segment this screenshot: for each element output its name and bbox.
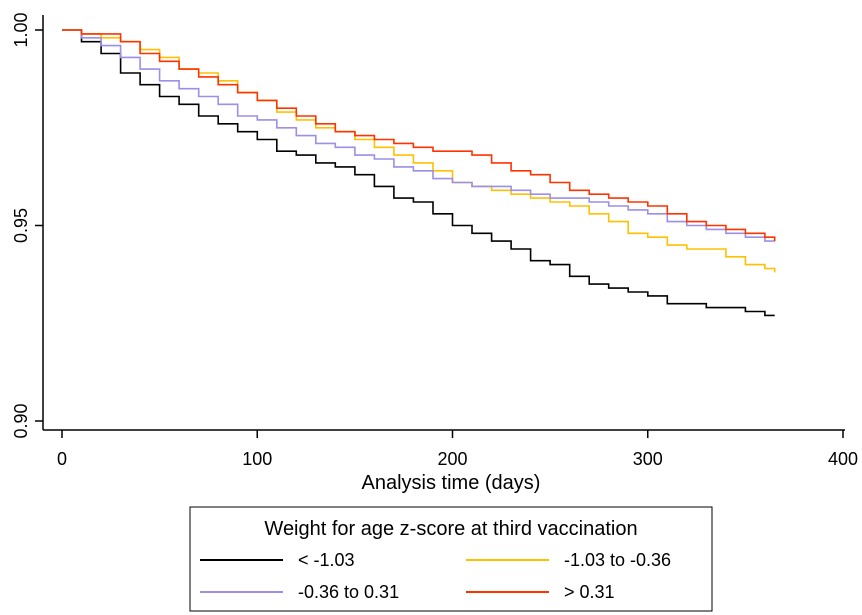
x-tick-label: 100	[242, 449, 272, 469]
legend-entries: < -1.03 -1.03 to -0.36 -0.36 to 0.31 > 0.31	[200, 550, 671, 602]
y-ticks: 0.90 0.95 1.00	[11, 12, 43, 439]
x-tick-label: 400	[828, 449, 858, 469]
series-line-1	[62, 29, 775, 317]
y-tick-label: 1.00	[11, 12, 31, 47]
series-line-2	[62, 29, 776, 273]
legend-label-4: > 0.31	[564, 582, 615, 602]
y-tick-label: 0.90	[11, 403, 31, 438]
legend-label-3: -0.36 to 0.31	[298, 582, 399, 602]
series-line-4	[62, 29, 776, 242]
x-tick-label: 0	[57, 449, 67, 469]
x-tick-label: 300	[633, 449, 663, 469]
legend-label-2: -1.03 to -0.36	[564, 550, 671, 570]
x-ticks: 0 100 200 300 400	[57, 430, 858, 469]
legend-title: Weight for age z-score at third vaccinat…	[264, 518, 637, 540]
series-line-3	[62, 29, 775, 242]
plot-area: 0 100 200 300 400 0.90 0.95 1.00	[11, 12, 858, 469]
legend-label-1: < -1.03	[298, 550, 355, 570]
y-tick-label: 0.95	[11, 208, 31, 243]
series-lines	[62, 29, 776, 317]
legend: Weight for age z-score at third vaccinat…	[189, 506, 713, 612]
x-tick-label: 200	[437, 449, 467, 469]
x-axis-title: Analysis time (days)	[362, 472, 541, 494]
